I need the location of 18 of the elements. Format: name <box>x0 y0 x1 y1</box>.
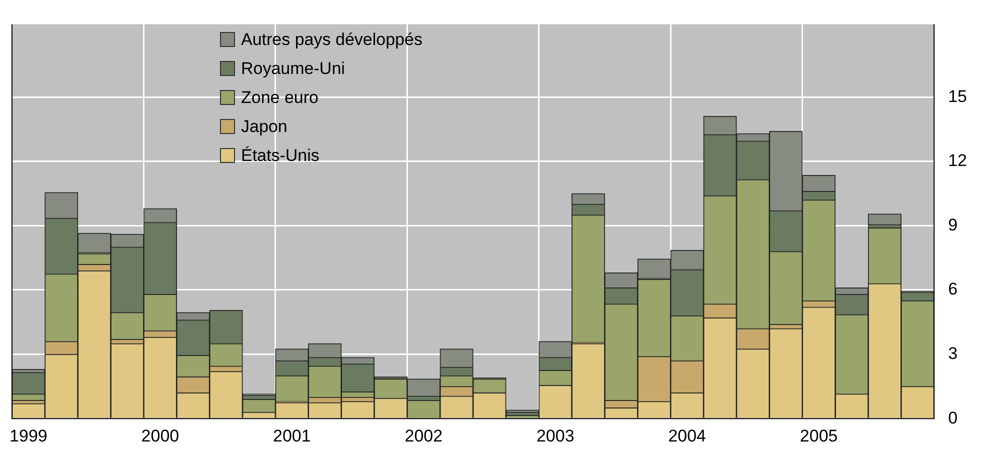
legend-label: Autres pays développés <box>241 30 422 50</box>
y-tick-label: 0 <box>948 408 958 428</box>
y-tick-label: 3 <box>948 344 958 363</box>
legend-label: Zone euro <box>241 88 318 108</box>
x-tick-label: 2001 <box>273 426 311 446</box>
x-tick-label: 1999 <box>10 426 48 446</box>
x-tick-label: 2000 <box>141 426 180 446</box>
legend-label: Royaume-Uni <box>241 58 345 78</box>
x-tick-label: 2005 <box>800 426 838 446</box>
y-tick-label: 12 <box>948 151 968 170</box>
y-tick-label: 9 <box>948 215 958 234</box>
legend-label: Japon <box>241 116 288 136</box>
x-tick-label: 2002 <box>404 426 443 446</box>
y-tick-label: 6 <box>948 280 958 299</box>
y-tick-label: 15 <box>948 86 968 106</box>
legend-label: États-Unis <box>241 146 320 166</box>
x-tick-label: 2003 <box>536 426 574 446</box>
x-tick-label: 2004 <box>668 426 706 446</box>
